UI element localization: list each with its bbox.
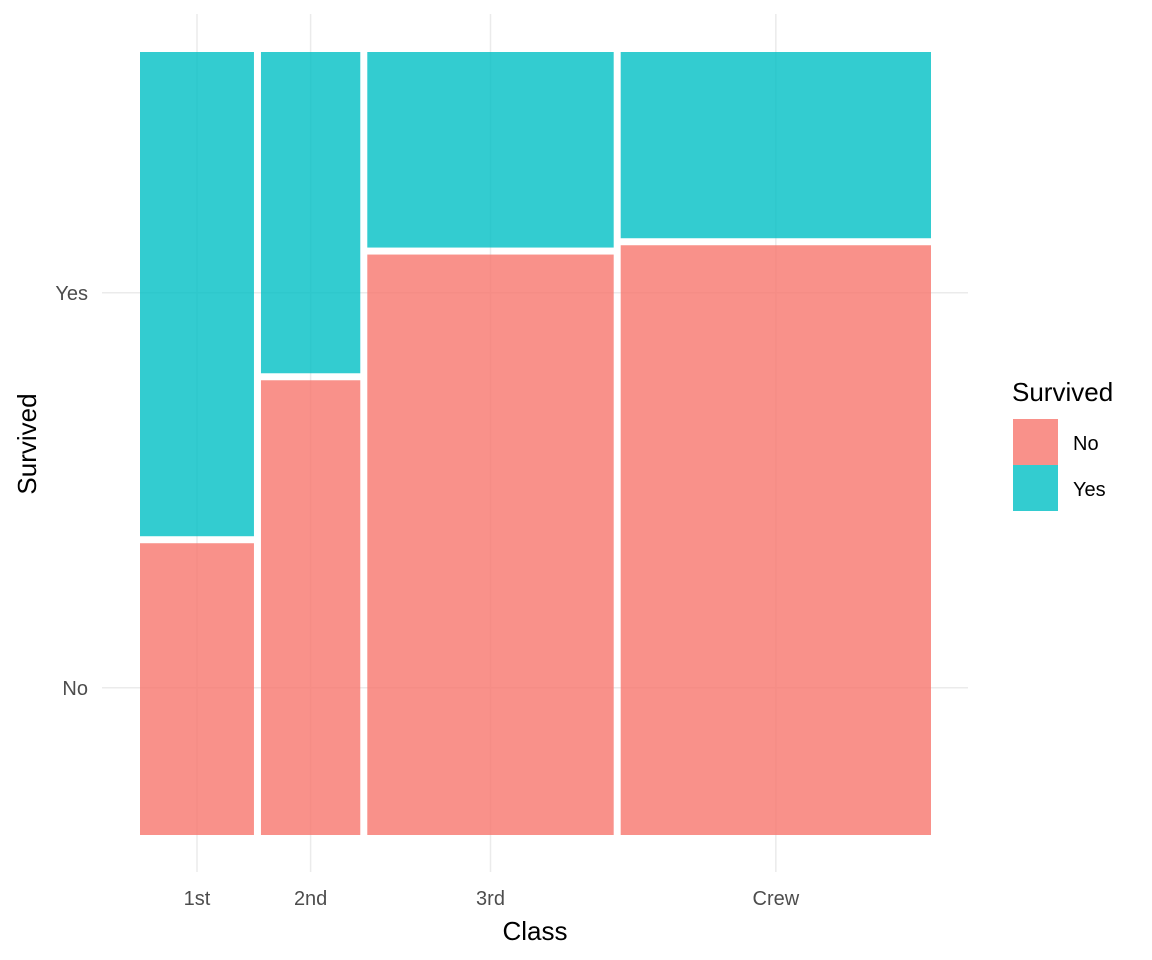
legend-key-no	[1013, 419, 1058, 465]
legend-label-yes: Yes	[1073, 479, 1106, 501]
x-tick-label: 1st	[184, 888, 211, 910]
y-tick-label: Yes	[55, 283, 88, 305]
y-axis-title: Survived	[12, 393, 42, 494]
y-axis-ticks: No Yes	[55, 283, 88, 700]
legend-label-no: No	[1073, 433, 1099, 455]
tile-crew-no	[620, 245, 931, 836]
tile-3rd-yes	[367, 52, 614, 248]
tile-2nd-no	[260, 380, 361, 835]
x-axis-ticks: 1st 2nd 3rd Crew	[184, 888, 800, 910]
tile-3rd-no	[367, 254, 614, 835]
legend-title: Survived	[1012, 377, 1113, 407]
legend-items: No Yes	[1013, 419, 1106, 511]
y-tick-label: No	[62, 678, 88, 700]
x-tick-label: 3rd	[476, 888, 505, 910]
legend: Survived No Yes	[1012, 377, 1113, 511]
legend-key-yes	[1013, 465, 1058, 511]
tiles	[140, 52, 931, 836]
tile-crew-yes	[620, 52, 931, 239]
x-tick-label: 2nd	[294, 888, 327, 910]
x-axis-title: Class	[502, 916, 567, 946]
tile-2nd-yes	[260, 52, 361, 374]
tile-1st-no	[140, 543, 254, 835]
tile-1st-yes	[140, 52, 254, 537]
x-tick-label: Crew	[753, 888, 800, 910]
